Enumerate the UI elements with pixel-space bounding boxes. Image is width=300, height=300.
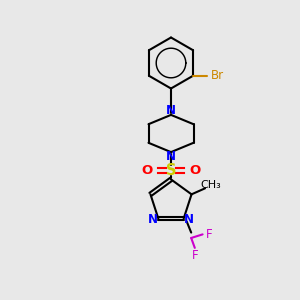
Text: Br: Br: [211, 69, 224, 82]
Text: S: S: [166, 163, 176, 178]
Text: N: N: [148, 214, 158, 226]
Text: N: N: [184, 214, 194, 226]
Text: O: O: [189, 164, 201, 177]
Text: N: N: [166, 104, 176, 117]
Text: F: F: [206, 228, 212, 241]
Text: N: N: [166, 150, 176, 163]
Text: F: F: [191, 249, 198, 262]
Text: O: O: [141, 164, 153, 177]
Text: CH₃: CH₃: [201, 180, 221, 190]
